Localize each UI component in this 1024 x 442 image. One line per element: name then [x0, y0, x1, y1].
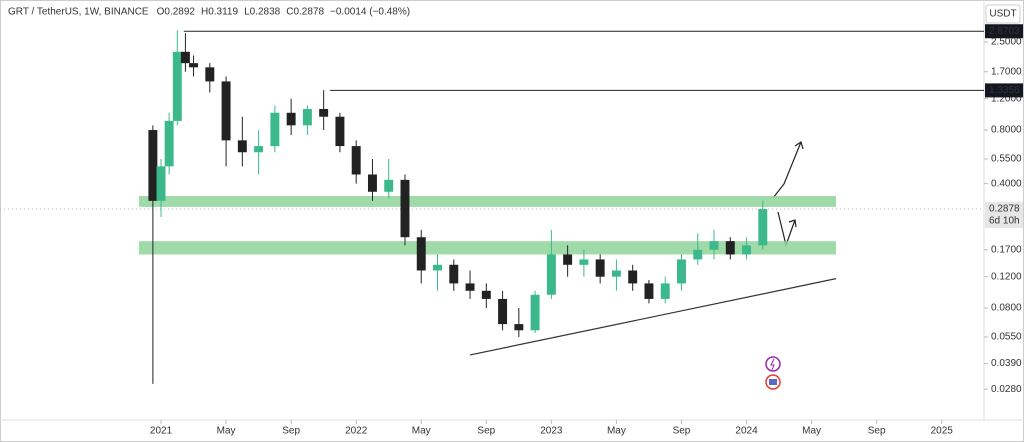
candle-body — [758, 209, 768, 246]
candle-body — [351, 146, 361, 175]
x-tick-label: Sep — [282, 426, 300, 437]
candle-body — [579, 259, 589, 265]
candle-body — [416, 237, 426, 271]
candle-body — [302, 108, 312, 126]
y-tick-label: 0.0280 — [991, 384, 1022, 395]
trendline — [469, 278, 837, 356]
candle-body — [367, 174, 377, 192]
arrow-up-path — [772, 141, 802, 199]
ohlc-label: C0.2878 — [286, 7, 324, 18]
x-tick-label: Sep — [673, 426, 691, 437]
event-icon-bolt — [770, 358, 775, 371]
ohlc-label: L0.2838 — [244, 7, 281, 18]
candle-body — [433, 264, 442, 271]
arrow-down-head — [788, 219, 797, 228]
y-tick-label: 0.0800 — [991, 303, 1022, 314]
candle-body — [595, 259, 605, 277]
level-tag — [985, 83, 1023, 98]
x-tick-label: 2023 — [540, 426, 563, 437]
change-label: −0.0014 (−0.48%) — [330, 7, 410, 18]
y-unit: USDT — [989, 9, 1016, 20]
y-tick-label: 0.4000 — [991, 178, 1022, 189]
x-tick-label: Sep — [477, 426, 495, 437]
candle-body — [677, 259, 686, 284]
y-tick-label: 0.0550 — [991, 332, 1022, 343]
candle-body — [693, 249, 703, 260]
y-tick-label: 0.8000 — [991, 125, 1022, 136]
y-tick-label: 2.5000 — [991, 37, 1022, 48]
candle-body — [148, 130, 158, 201]
x-tick-label: May — [217, 426, 236, 437]
candle-body — [514, 324, 524, 331]
event-icons — [765, 356, 781, 390]
event-icon — [765, 356, 781, 372]
candle-body — [205, 67, 215, 82]
candle-body — [172, 51, 182, 121]
y-tick-label: 1.7000 — [991, 66, 1022, 77]
candle-body — [221, 81, 231, 141]
candle-body — [270, 112, 280, 147]
candle-body — [164, 120, 174, 167]
last-price-tag — [985, 202, 1023, 229]
candle-body — [498, 298, 508, 325]
candle-body — [400, 179, 410, 238]
header: GRT / TetherUS, 1W, BINANCE O0.2892 H0.31… — [8, 7, 410, 18]
x-tick-label: 2021 — [150, 426, 173, 437]
y-tick-label: 1.2000 — [991, 93, 1022, 104]
candle-body — [319, 108, 329, 117]
candle-body — [660, 283, 670, 299]
candle-body — [611, 270, 621, 277]
x-tick-label: 2022 — [345, 426, 368, 437]
candle-body — [644, 283, 654, 299]
y-tick-label: 0.1700 — [991, 244, 1022, 255]
candle-body — [180, 51, 190, 64]
candle-body — [384, 179, 394, 192]
level-label: 1.3356 — [989, 85, 1020, 96]
zone — [138, 195, 836, 207]
candle-body — [156, 166, 166, 201]
candle-body — [335, 116, 345, 147]
last-price-label: 0.2878 — [989, 204, 1020, 215]
y-tick-label: 0.0390 — [991, 358, 1022, 369]
candle-body — [530, 294, 540, 331]
candle-body — [725, 241, 735, 255]
unit-box — [985, 4, 1021, 24]
annotation-arrows — [772, 141, 804, 248]
x-tick-label: May — [412, 426, 431, 437]
zone — [138, 241, 836, 255]
level-tag — [985, 24, 1023, 39]
ohlc-label: H0.3119 — [201, 7, 239, 18]
y-tick-label: 0.1200 — [991, 271, 1022, 282]
symbol-title: GRT / TetherUS, 1W, BINANCE — [8, 7, 149, 18]
candle-body — [237, 140, 247, 153]
candle-body — [709, 241, 719, 250]
candle-body — [546, 254, 556, 295]
x-tick-label: May — [802, 426, 821, 437]
x-tick-label: May — [607, 426, 626, 437]
candle-body — [286, 112, 296, 126]
candle-body — [449, 264, 459, 284]
candle-body — [563, 254, 573, 265]
x-tick-label: Sep — [868, 426, 886, 437]
candle-body — [254, 146, 264, 153]
candle-body — [628, 270, 638, 284]
event-icon-flag — [769, 379, 777, 385]
candle-body — [189, 63, 199, 68]
candle-body — [465, 283, 475, 291]
candle-body — [742, 245, 752, 255]
x-tick-label: 2024 — [735, 426, 758, 437]
x-tick-label: 2025 — [931, 426, 954, 437]
level-label: 2.8703 — [989, 26, 1020, 37]
ohlc-label: O0.2892 — [157, 7, 196, 18]
candle-body — [481, 290, 491, 299]
countdown-label: 6d 10h — [989, 216, 1020, 227]
y-tick-label: 0.5500 — [991, 154, 1022, 165]
arrow-up-head — [794, 141, 804, 150]
